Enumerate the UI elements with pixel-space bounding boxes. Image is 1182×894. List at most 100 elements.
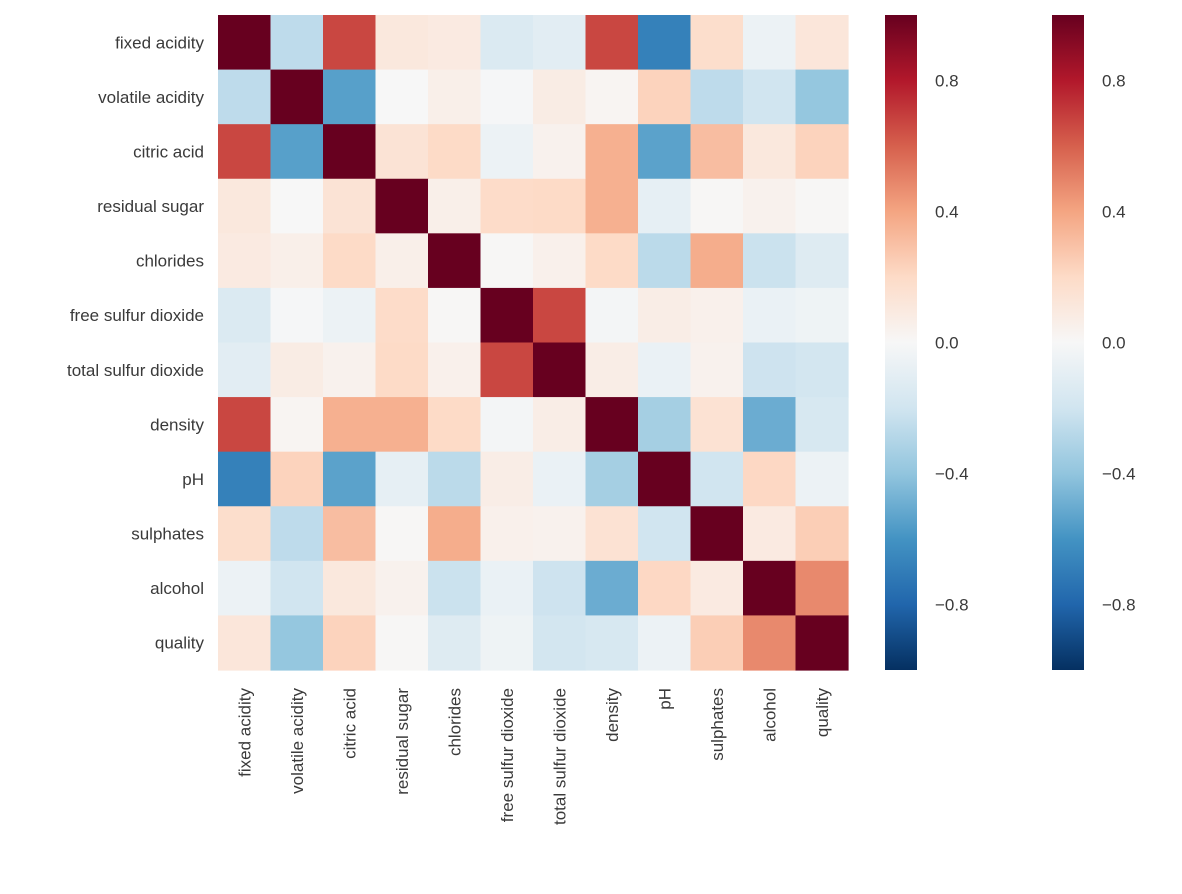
heatmap-cell-citric-acid-x-free-sulfur-dioxide [480, 124, 534, 180]
heatmap-cell-alcohol-x-residual-sugar [375, 560, 429, 617]
heatmap-cell-sulphates-x-free-sulfur-dioxide [480, 506, 534, 562]
heatmap-cell-fixed-acidity-x-volatile-acidity [270, 15, 324, 71]
heatmap-cell-ph-x-quality [795, 451, 849, 507]
x-tick-label-volatile-acidity: volatile acidity [288, 688, 307, 794]
heatmap-cell-citric-acid-x-sulphates [690, 124, 744, 180]
x-tick-label-chlorides: chlorides [445, 688, 464, 756]
heatmap-cell-volatile-acidity-x-quality [795, 69, 849, 125]
heatmap-cell-free-sulfur-dioxide-x-total-sulfur-dioxide [533, 287, 587, 344]
heatmap-cell-alcohol-x-chlorides [428, 560, 482, 617]
heatmap-cell-residual-sugar-x-citric-acid [323, 178, 377, 234]
heatmap-cell-chlorides-x-volatile-acidity [270, 233, 324, 289]
heatmap-cell-residual-sugar-x-chlorides [428, 178, 482, 234]
heatmap-cell-free-sulfur-dioxide-x-volatile-acidity [270, 287, 324, 344]
heatmap-cell-fixed-acidity-x-fixed-acidity [218, 15, 272, 71]
y-tick-label-volatile-acidity: volatile acidity [98, 88, 204, 107]
heatmap-cell-quality-x-alcohol [743, 615, 797, 671]
heatmap-cell-residual-sugar-x-alcohol [743, 178, 797, 234]
heatmap-cell-alcohol-x-alcohol [743, 560, 797, 617]
heatmap-cell-alcohol-x-sulphates [690, 560, 744, 617]
heatmap-cell-alcohol-x-free-sulfur-dioxide [480, 560, 534, 617]
heatmap-cell-sulphates-x-total-sulfur-dioxide [533, 506, 587, 562]
colorbar-1-tick-label: −0.8 [935, 596, 969, 615]
x-tick-label-ph: pH [655, 688, 674, 710]
heatmap-cell-residual-sugar-x-volatile-acidity [270, 178, 324, 234]
heatmap-cell-ph-x-free-sulfur-dioxide [480, 451, 534, 507]
x-tick-label-free-sulfur-dioxide: free sulfur dioxide [498, 688, 517, 822]
heatmap-cell-ph-x-fixed-acidity [218, 451, 272, 507]
colorbar-1-tick-label: 0.4 [935, 203, 959, 222]
colorbar-2-tick-label: −0.4 [1102, 465, 1136, 484]
heatmap-cell-fixed-acidity-x-sulphates [690, 15, 744, 71]
heatmap-cell-citric-acid-x-chlorides [428, 124, 482, 180]
heatmap-cell-alcohol-x-volatile-acidity [270, 560, 324, 617]
heatmap-cell-fixed-acidity-x-alcohol [743, 15, 797, 71]
heatmap-cell-citric-acid-x-total-sulfur-dioxide [533, 124, 587, 180]
heatmap-cell-density-x-total-sulfur-dioxide [533, 397, 587, 453]
y-tick-label-total-sulfur-dioxide: total sulfur dioxide [67, 361, 204, 380]
heatmap-cell-chlorides-x-residual-sugar [375, 233, 429, 289]
y-tick-label-residual-sugar: residual sugar [97, 197, 204, 216]
colorbar-1-tick-label: 0.8 [935, 72, 959, 91]
heatmap-cell-citric-acid-x-density [585, 124, 639, 180]
heatmap-cell-sulphates-x-density [585, 506, 639, 562]
heatmap-cell-chlorides-x-total-sulfur-dioxide [533, 233, 587, 289]
heatmap-cell-quality-x-ph [638, 615, 692, 671]
heatmap-cell-quality-x-quality [795, 615, 849, 671]
heatmap-cell-fixed-acidity-x-chlorides [428, 15, 482, 71]
heatmap-cell-residual-sugar-x-sulphates [690, 178, 744, 234]
heatmap-cell-total-sulfur-dioxide-x-sulphates [690, 342, 744, 398]
heatmap-cell-free-sulfur-dioxide-x-residual-sugar [375, 287, 429, 344]
heatmap-cell-density-x-free-sulfur-dioxide [480, 397, 534, 453]
heatmap-cell-total-sulfur-dioxide-x-volatile-acidity [270, 342, 324, 398]
colorbar-1-tick-label: −0.4 [935, 465, 969, 484]
heatmap-cell-ph-x-alcohol [743, 451, 797, 507]
heatmap-cell-citric-acid-x-volatile-acidity [270, 124, 324, 180]
heatmap-cell-free-sulfur-dioxide-x-citric-acid [323, 287, 377, 344]
heatmap-cell-quality-x-fixed-acidity [218, 615, 272, 671]
x-axis-tick-labels: fixed acidity volatile acidity citric acid… [235, 688, 832, 826]
heatmap-cell-volatile-acidity-x-density [585, 69, 639, 125]
heatmap-cell-quality-x-residual-sugar [375, 615, 429, 671]
heatmap-cell-citric-acid-x-ph [638, 124, 692, 180]
colorbar-2-tick-label: −0.8 [1102, 596, 1136, 615]
heatmap-cell-residual-sugar-x-quality [795, 178, 849, 234]
colorbar-1 [885, 15, 917, 670]
heatmap-cell-total-sulfur-dioxide-x-quality [795, 342, 849, 398]
heatmap-cell-quality-x-sulphates [690, 615, 744, 671]
heatmap-cell-fixed-acidity-x-citric-acid [323, 15, 377, 71]
heatmap-cell-residual-sugar-x-density [585, 178, 639, 234]
heatmap-cell-free-sulfur-dioxide-x-chlorides [428, 287, 482, 344]
heatmap-cell-chlorides-x-quality [795, 233, 849, 289]
heatmap-cell-citric-acid-x-residual-sugar [375, 124, 429, 180]
heatmap-cell-total-sulfur-dioxide-x-density [585, 342, 639, 398]
heatmap-cell-density-x-alcohol [743, 397, 797, 453]
heatmap-cell-ph-x-sulphates [690, 451, 744, 507]
heatmap-cell-fixed-acidity-x-density [585, 15, 639, 71]
heatmap-cell-quality-x-free-sulfur-dioxide [480, 615, 534, 671]
heatmap-cell-density-x-sulphates [690, 397, 744, 453]
heatmap-cell-density-x-residual-sugar [375, 397, 429, 453]
heatmap-cell-fixed-acidity-x-ph [638, 15, 692, 71]
y-tick-label-ph: pH [182, 470, 204, 489]
y-tick-label-fixed-acidity: fixed acidity [115, 33, 204, 52]
heatmap-cell-ph-x-citric-acid [323, 451, 377, 507]
heatmap-cell-residual-sugar-x-free-sulfur-dioxide [480, 178, 534, 234]
heatmap-cell-sulphates-x-residual-sugar [375, 506, 429, 562]
heatmap-cell-citric-acid-x-fixed-acidity [218, 124, 272, 180]
heatmap-cell-free-sulfur-dioxide-x-sulphates [690, 287, 744, 344]
colorbar-2-tick-label: 0.8 [1102, 72, 1126, 91]
heatmap-cell-alcohol-x-total-sulfur-dioxide [533, 560, 587, 617]
heatmap-cell-alcohol-x-citric-acid [323, 560, 377, 617]
heatmap-cell-total-sulfur-dioxide-x-ph [638, 342, 692, 398]
heatmap-cell-density-x-fixed-acidity [218, 397, 272, 453]
x-tick-label-quality: quality [813, 688, 832, 738]
heatmap-cell-total-sulfur-dioxide-x-citric-acid [323, 342, 377, 398]
heatmap-cell-free-sulfur-dioxide-x-alcohol [743, 287, 797, 344]
heatmap-cell-density-x-volatile-acidity [270, 397, 324, 453]
heatmap-cell-free-sulfur-dioxide-x-density [585, 287, 639, 344]
heatmap-cell-residual-sugar-x-ph [638, 178, 692, 234]
heatmap-cell-chlorides-x-chlorides [428, 233, 482, 289]
heatmap-cell-free-sulfur-dioxide-x-free-sulfur-dioxide [480, 287, 534, 344]
